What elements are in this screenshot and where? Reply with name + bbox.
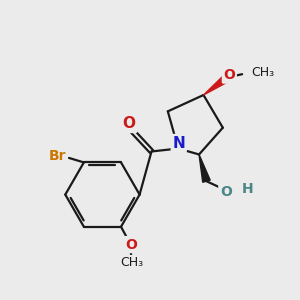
Text: O: O (224, 68, 235, 82)
Text: O: O (123, 116, 136, 131)
Text: N: N (172, 136, 185, 151)
Text: Br: Br (48, 149, 66, 164)
Polygon shape (199, 154, 210, 182)
Text: CH₃: CH₃ (120, 256, 143, 269)
Polygon shape (203, 76, 228, 95)
Text: H: H (242, 182, 253, 196)
Text: CH₃: CH₃ (252, 66, 275, 79)
Text: O: O (220, 184, 232, 199)
Text: O: O (125, 238, 137, 252)
